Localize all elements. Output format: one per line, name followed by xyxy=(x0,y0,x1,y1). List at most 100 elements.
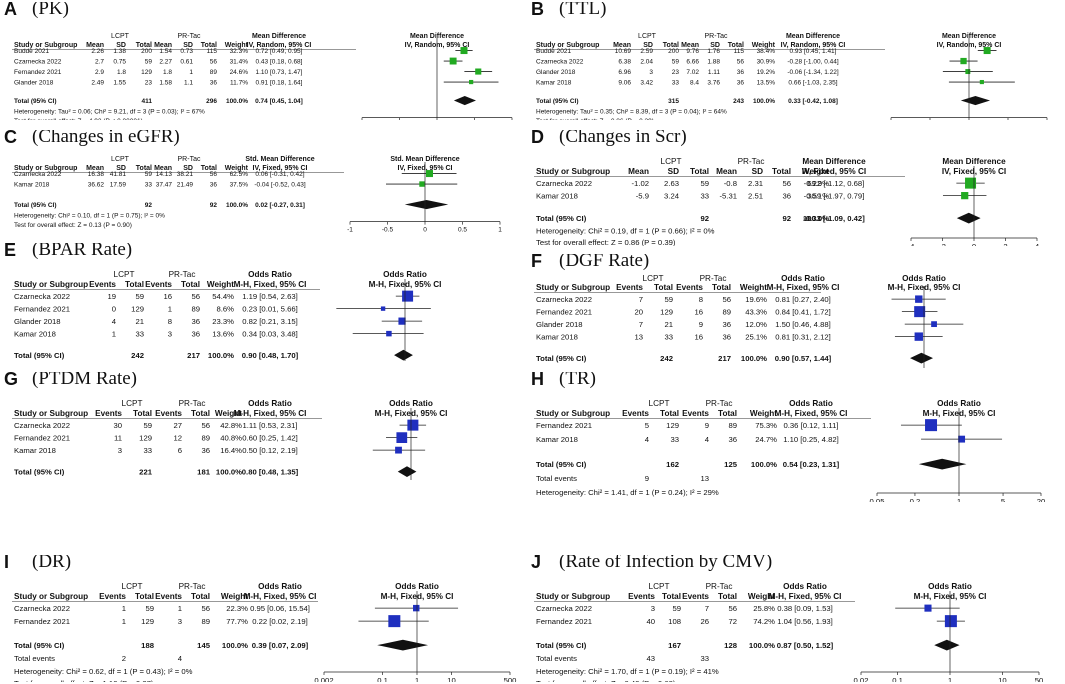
study-cell: 129 xyxy=(139,434,152,443)
study-cell: 33 xyxy=(670,435,679,444)
group-header-prtac: PR-Tac xyxy=(179,399,206,408)
panel-title: (DR) xyxy=(32,555,72,572)
study-cell: 1.8 xyxy=(117,69,126,76)
study-cell: 6 xyxy=(178,446,182,455)
study-cell: 16.4% xyxy=(220,446,242,455)
column-header-study: Study or Subgroup xyxy=(14,592,88,601)
total-cell: 100.0% xyxy=(749,641,775,650)
pooled-diamond xyxy=(918,458,967,470)
column-header: Weight xyxy=(802,167,829,176)
panel-letter: C xyxy=(4,130,17,147)
study-estimate-text: 0.34 [0.03, 3.48] xyxy=(242,330,298,339)
plot-header: Mean Difference xyxy=(942,33,996,40)
study-estimate-text: -0.22 [-1.12, 0.68] xyxy=(804,179,865,188)
group-header-prtac: PR-Tac xyxy=(700,274,727,283)
column-header: Weight xyxy=(752,42,776,49)
study-cell: 19.2% xyxy=(757,69,776,76)
forest-plot-pk: LCPT PR-Tac Mean Difference Mean Difference… xyxy=(12,33,513,120)
total-events-label: Total events xyxy=(14,654,55,663)
pooled-diamond xyxy=(404,200,449,210)
study-name: Glander 2018 xyxy=(14,80,54,87)
pooled-estimate-text: -0.33 [-1.09, 0.42] xyxy=(803,214,865,223)
study-marker xyxy=(395,446,402,454)
study-cell: 9 xyxy=(699,320,703,329)
plot-header: Std. Mean Difference xyxy=(390,156,459,163)
column-header: SD xyxy=(116,165,126,172)
x-tick-label: -2 xyxy=(939,242,946,246)
study-marker xyxy=(979,79,984,85)
x-tick-label: 4 xyxy=(1035,242,1040,246)
study-cell: 3.76 xyxy=(707,80,720,87)
column-header: Events xyxy=(95,409,122,418)
study-estimate-text: 1.10 [0.73, 1.47] xyxy=(256,69,303,76)
column-header: Mean xyxy=(613,42,631,49)
study-cell: 89 xyxy=(728,421,737,430)
pooled-diamond xyxy=(377,639,429,651)
study-estimate-text: 1.19 [0.54, 2.63] xyxy=(242,292,298,301)
study-cell: 129 xyxy=(660,308,673,317)
study-name: Czarnecka 2022 xyxy=(536,59,584,66)
column-header: Weight xyxy=(215,409,242,418)
x-tick-label: 500 xyxy=(504,676,517,682)
column-header: Weight xyxy=(750,409,777,418)
study-cell: 77.7% xyxy=(226,617,248,626)
panel-h-tr: H (TR) LCPT PR-Tac Odds Ratio Odds Ratio Stu… xyxy=(531,372,1061,502)
study-estimate-text: 0.60 [0.25, 1.42] xyxy=(242,434,298,443)
column-header-study: Study or Subgroup xyxy=(14,280,88,289)
column-header: Mean xyxy=(716,167,737,176)
study-name: Glander 2018 xyxy=(536,320,583,329)
study-cell: 108 xyxy=(668,617,681,626)
study-name: Kamar 2018 xyxy=(14,446,56,455)
panel-g-ptdm: G (PTDM Rate) LCPT PR-Tac Odds Ratio Odds R… xyxy=(4,372,528,480)
study-cell: 33 xyxy=(700,192,709,201)
study-cell: 36 xyxy=(210,80,218,87)
group-header-prtac: PR-Tac xyxy=(705,33,728,40)
study-cell: -1.02 xyxy=(631,179,649,188)
study-estimate-text: 0.93 [0.45, 1.41] xyxy=(790,48,837,55)
column-header: Total xyxy=(136,165,152,172)
pooled-diamond xyxy=(910,352,934,364)
panel-letter: G xyxy=(4,372,19,389)
total-cell: 242 xyxy=(660,354,673,363)
study-cell: 22.3% xyxy=(226,604,248,613)
group-header-lcpt: LCPT xyxy=(649,582,670,591)
study-marker xyxy=(965,69,971,75)
study-estimate-text: 0.91 [0.18, 1.64] xyxy=(256,80,303,87)
study-marker xyxy=(388,615,401,628)
study-estimate-text: 0.84 [0.41, 1.72] xyxy=(775,308,831,317)
column-header: Weight xyxy=(221,592,248,601)
pooled-estimate-text: 0.90 [0.57, 1.44] xyxy=(775,354,832,363)
column-header: Total xyxy=(201,42,217,49)
total-cell: 315 xyxy=(668,98,679,105)
study-cell: 13 xyxy=(634,333,643,342)
heterogeneity-text: Heterogeneity: Tau² = 0.06; Chi² = 9.21,… xyxy=(14,109,205,116)
forest-plot-ptdm: LCPT PR-Tac Odds Ratio Odds Ratio Study or S… xyxy=(12,399,447,480)
study-cell: 36 xyxy=(191,317,200,326)
group-header-prtac: PR-Tac xyxy=(706,582,733,591)
study-cell: 56 xyxy=(722,295,731,304)
study-cell: 59 xyxy=(700,179,709,188)
study-cell: 12 xyxy=(173,434,182,443)
x-tick-label: 0.5 xyxy=(458,227,467,233)
study-marker xyxy=(914,332,923,341)
study-cell: 4 xyxy=(645,435,650,444)
column-header-study: Study or Subgroup xyxy=(536,409,610,418)
study-cell: 115 xyxy=(207,48,218,55)
study-cell: 89 xyxy=(191,305,200,314)
study-name: Fernandez 2021 xyxy=(14,69,62,76)
study-estimate-text: -0.28 [-1.00, 0.44] xyxy=(787,59,839,66)
study-cell: 75.3% xyxy=(755,421,777,430)
column-header: Mean xyxy=(154,165,172,172)
column-header: SD xyxy=(710,42,720,49)
column-header-study: Study or Subgroup xyxy=(14,42,77,49)
total-cell: 92 xyxy=(700,214,709,223)
study-estimate-text: 0.38 [0.09, 1.53] xyxy=(777,604,833,613)
forest-plot-bpar: LCPT PR-Tac Odds Ratio Odds Ratio Study or S… xyxy=(12,270,441,361)
study-name: Fernandez 2021 xyxy=(14,305,70,314)
total-events-cell: 9 xyxy=(645,474,649,483)
column-header: Events xyxy=(628,592,655,601)
study-marker xyxy=(407,419,419,431)
stat-header: Odds Ratio xyxy=(248,399,292,408)
study-marker xyxy=(924,604,932,612)
panel-i-dr: I (DR) LCPT PR-Tac Odds Ratio Odds Ratio Stu… xyxy=(4,555,528,682)
